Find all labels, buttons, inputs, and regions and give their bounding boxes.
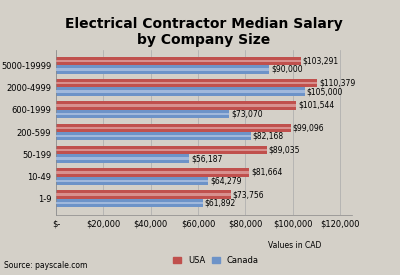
Text: $90,000: $90,000 — [271, 65, 303, 74]
Bar — [56, 202, 202, 204]
Bar — [56, 87, 305, 96]
Bar — [56, 104, 296, 107]
Bar — [56, 110, 229, 118]
Bar — [56, 82, 317, 84]
Bar — [56, 68, 269, 70]
Bar — [56, 146, 267, 154]
Bar — [56, 154, 189, 163]
Bar — [56, 126, 291, 129]
Text: Values in CAD: Values in CAD — [268, 241, 321, 250]
Bar — [56, 132, 250, 141]
Bar — [56, 123, 291, 132]
Bar — [56, 199, 202, 207]
Bar — [56, 177, 208, 185]
Bar — [56, 101, 296, 110]
Text: $73,070: $73,070 — [231, 109, 262, 119]
Bar — [56, 65, 269, 74]
Text: $73,756: $73,756 — [232, 190, 264, 199]
Text: $99,096: $99,096 — [292, 123, 324, 132]
Text: $64,279: $64,279 — [210, 176, 242, 185]
Text: $110,379: $110,379 — [319, 79, 356, 88]
Text: $56,187: $56,187 — [191, 154, 222, 163]
Bar — [56, 190, 231, 199]
Bar — [56, 157, 189, 160]
Bar — [56, 135, 250, 138]
Bar — [56, 57, 300, 65]
Text: $89,035: $89,035 — [269, 145, 300, 155]
Bar — [56, 180, 208, 182]
Text: $101,544: $101,544 — [298, 101, 335, 110]
Text: $103,291: $103,291 — [302, 56, 339, 65]
Text: $82,168: $82,168 — [252, 132, 284, 141]
Legend: USA, Canada: USA, Canada — [170, 252, 262, 268]
Text: $81,664: $81,664 — [251, 168, 283, 177]
Text: $105,000: $105,000 — [306, 87, 343, 96]
Bar — [56, 194, 231, 196]
Bar — [56, 113, 229, 115]
Text: $61,892: $61,892 — [204, 199, 236, 208]
Title: Electrical Contractor Median Salary
by Company Size: Electrical Contractor Median Salary by C… — [65, 17, 343, 47]
Bar — [56, 90, 305, 93]
Text: Source: payscale.com: Source: payscale.com — [4, 260, 87, 270]
Bar — [56, 60, 300, 62]
Bar — [56, 149, 267, 151]
Bar — [56, 171, 249, 174]
Bar — [56, 79, 317, 87]
Bar — [56, 168, 249, 177]
